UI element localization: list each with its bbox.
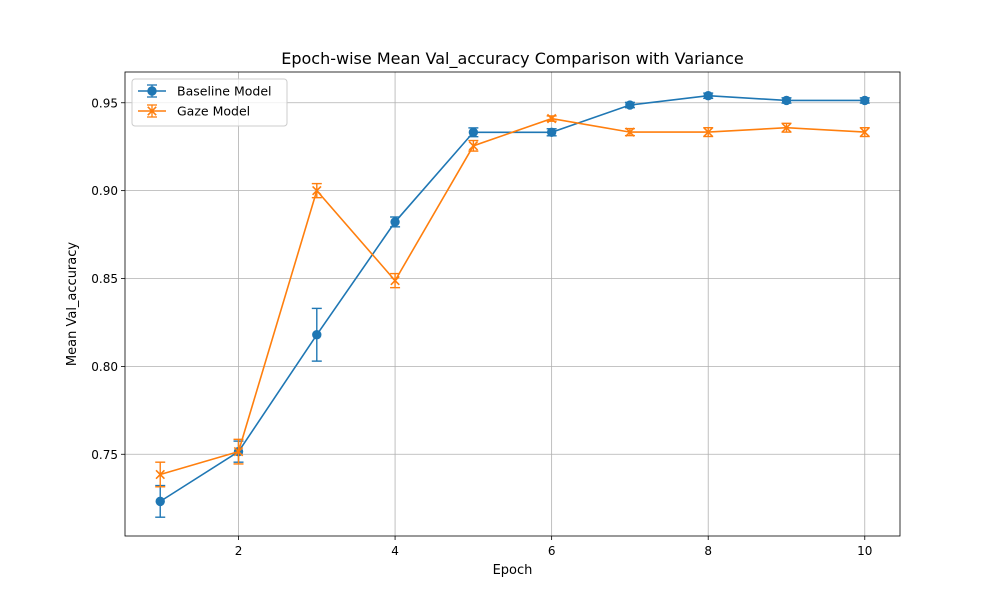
y-tick-label: 0.95 [91,96,118,110]
x-marker-stroke [312,185,322,196]
data-point [468,127,479,137]
x-tick-label: 4 [391,544,399,558]
data-point [312,330,322,340]
legend-label: Gaze Model [177,104,250,119]
grid-layer [125,72,900,536]
data-point [860,127,870,137]
y-tick-label: 0.75 [91,448,118,462]
y-tick-label: 0.85 [91,272,118,286]
data-point [781,95,792,106]
x-marker-stroke [860,127,870,137]
x-marker-stroke [147,106,157,116]
legend-frame [131,78,288,127]
x-marker-stroke [155,469,165,480]
x-marker-stroke [390,275,400,286]
legend: Baseline Model Gaze Model [131,78,288,127]
series-gaze-model [155,113,870,488]
y-axis-label: Mean Val_accuracy [65,242,80,366]
legend-label: Baseline Model [177,84,272,99]
data-point [546,127,557,137]
data-point [233,446,244,457]
y-tick-label: 0.90 [91,184,118,198]
x-marker-stroke [233,446,244,457]
y-tick-label: 0.80 [91,360,118,374]
tick-layer: 2 4 6 8 10 0.75 0.80 0.85 0.90 0.95 [91,96,872,558]
legend-marker [147,86,157,96]
data-point [703,127,713,137]
data-point [312,185,322,196]
legend-item: Gaze Model [138,104,250,119]
data-point [625,127,635,137]
data-point [546,113,557,124]
x-axis-label: Epoch [493,563,533,578]
x-tick-label: 2 [235,544,243,558]
x-marker-stroke [625,127,635,137]
series-layer [155,91,870,518]
legend-marker [147,106,157,116]
plot-area-frame [124,71,901,537]
data-point [860,95,870,106]
x-marker-stroke [546,113,557,124]
data-point [703,91,713,101]
data-point [390,275,400,286]
x-marker-stroke [468,141,479,151]
data-point [781,122,792,133]
data-point [390,217,400,227]
data-point [155,496,165,507]
series-line [160,117,865,476]
legend-item: Baseline Model [138,84,272,99]
legend-items: Baseline Model Gaze Model [138,84,272,119]
x-tick-label: 8 [704,544,712,558]
x-tick-label: 10 [857,544,872,558]
x-tick-label: 6 [548,544,556,558]
data-point [155,469,165,480]
data-point [468,141,479,151]
chart-title: Epoch-wise Mean Val_accuracy Comparison … [281,49,744,69]
x-marker-stroke [781,122,792,133]
x-marker-stroke [703,127,713,137]
plot-area-background [125,72,900,536]
data-point [625,100,635,110]
